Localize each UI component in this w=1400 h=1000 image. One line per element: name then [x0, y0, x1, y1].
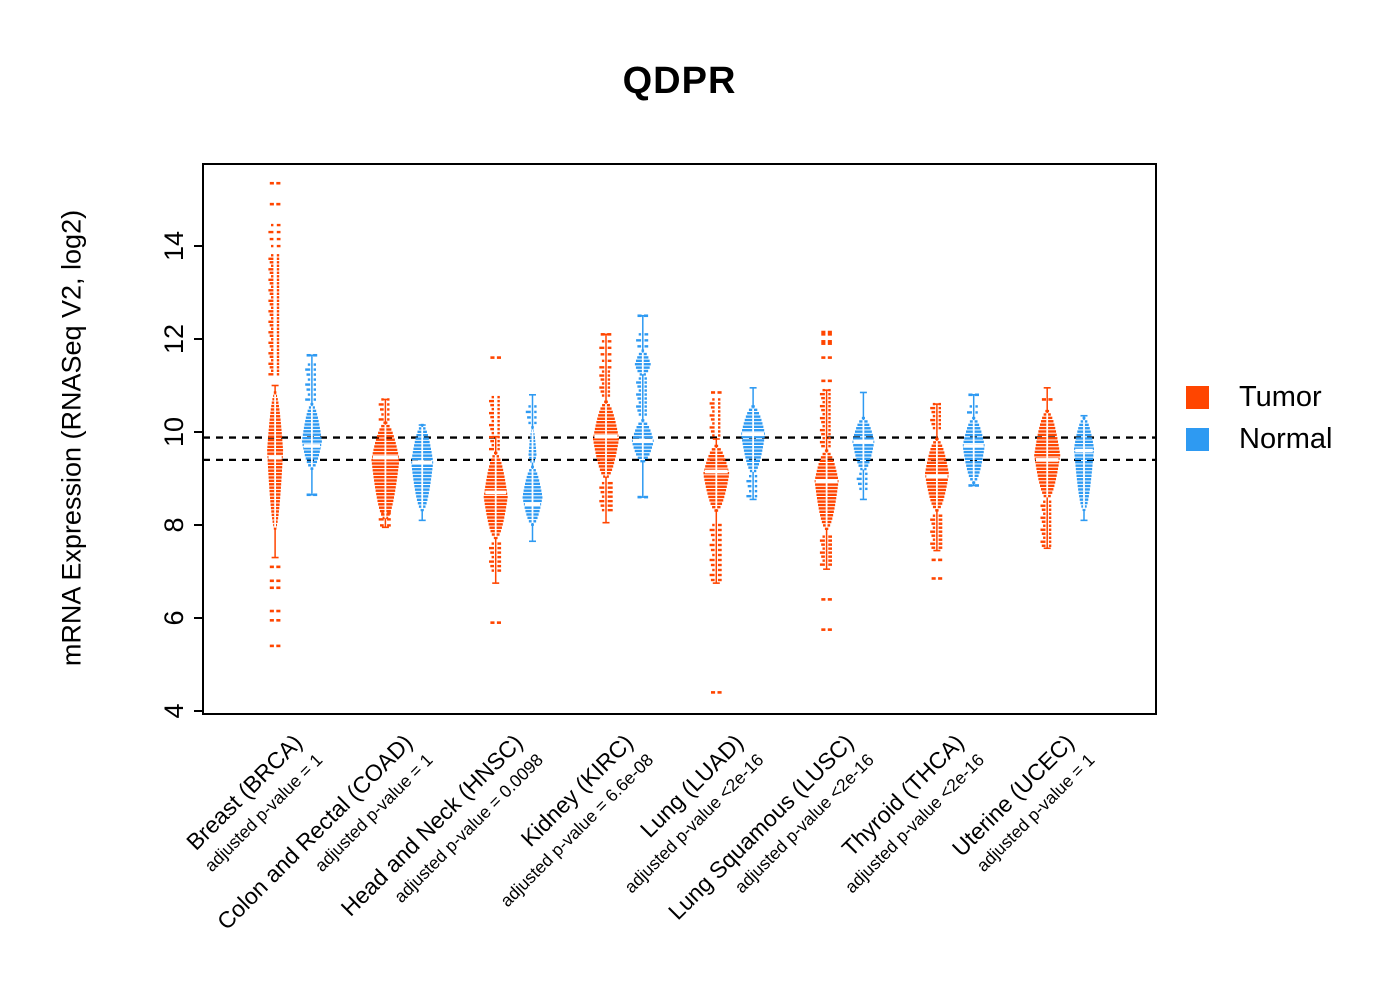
violin-tumor-BRCA [267, 181, 284, 648]
plot-box [202, 163, 1157, 715]
violin-normal-BRCA [301, 353, 322, 497]
legend-item-tumor: Tumor [1186, 376, 1332, 418]
violin-tumor-UCEC [1034, 387, 1061, 550]
violin-normal-UCEC [1074, 414, 1094, 522]
reference-lines [203, 436, 1156, 462]
violin-tumor-HNSC [483, 356, 508, 624]
violin-normal-LUAD [741, 387, 765, 501]
chart-title: QDPR [622, 60, 737, 102]
violin-tumor-COAD [371, 398, 400, 529]
y-tick-label: 14 [159, 231, 189, 261]
violin-normal-THCA [962, 393, 985, 487]
y-axis: 4 6 8 10 12 14 [159, 231, 203, 719]
violin-normal-LUSC [852, 391, 875, 501]
y-tick-label: 4 [159, 703, 189, 718]
tumor-swatch-icon [1186, 385, 1209, 409]
legend: Tumor Normal [1186, 376, 1332, 460]
legend-label-tumor: Tumor [1239, 380, 1322, 413]
normal-swatch-icon [1186, 427, 1209, 451]
violin-normal-HNSC [522, 393, 543, 543]
y-tick-label: 6 [159, 610, 189, 625]
violin-normal-KIRC [631, 314, 654, 499]
y-tick-label: 10 [159, 417, 189, 447]
y-tick-label: 12 [159, 324, 189, 354]
legend-label-normal: Normal [1239, 422, 1333, 455]
violin-normal-COAD [411, 423, 434, 522]
legend-item-normal: Normal [1186, 418, 1332, 460]
y-tick-label: 8 [159, 517, 189, 532]
violin-tumor-KIRC [593, 333, 619, 524]
violin-tumor-LUSC [814, 330, 839, 631]
violin-tumor-LUAD [703, 391, 730, 694]
violin-tumor-THCA [925, 402, 949, 580]
